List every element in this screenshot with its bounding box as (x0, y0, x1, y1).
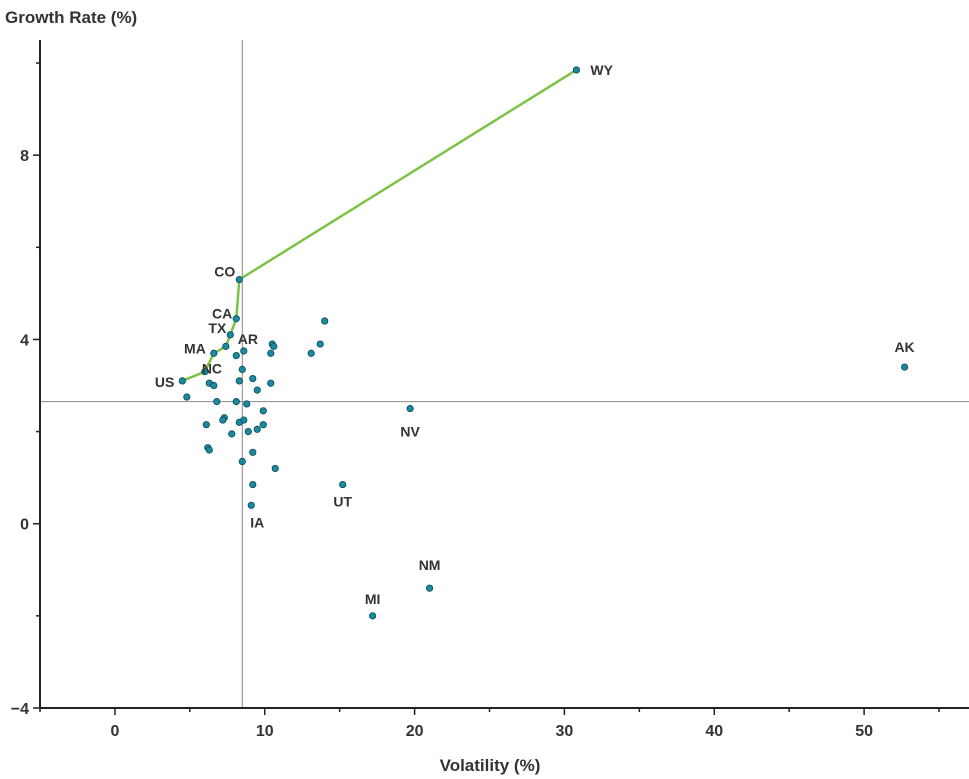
x-tick-label: 50 (855, 723, 873, 740)
label-us: US (155, 374, 174, 390)
data-point (267, 349, 275, 357)
data-point (249, 448, 257, 456)
label-ar: AR (238, 331, 258, 347)
data-point-ar (240, 347, 248, 355)
data-point (244, 427, 252, 436)
y-tick-label: 4 (20, 332, 29, 349)
data-point-ca (232, 315, 240, 323)
label-nc: NC (202, 361, 222, 377)
data-point-co (235, 275, 243, 284)
label-tx: TX (208, 320, 227, 336)
data-point-ak (900, 363, 909, 371)
data-point (253, 425, 261, 433)
data-point (270, 342, 278, 350)
axes (39, 40, 969, 709)
data-point (210, 381, 218, 390)
data-point (259, 407, 267, 415)
label-wy: WY (590, 62, 613, 78)
data-point (202, 421, 210, 429)
data-point (235, 418, 243, 426)
data-point (232, 351, 240, 360)
data-point (238, 365, 246, 373)
x-tick-label: 30 (556, 723, 574, 740)
x-tick-label: 0 (110, 723, 119, 740)
data-point (249, 375, 257, 383)
data-point-mi (369, 612, 377, 620)
data-point-ut (339, 480, 347, 489)
data-point (253, 386, 261, 394)
x-tick-label: 20 (406, 723, 424, 740)
data-point (235, 377, 243, 385)
label-co: CO (214, 264, 235, 280)
data-point-us (178, 377, 186, 385)
data-point (271, 464, 279, 473)
data-point (259, 421, 267, 429)
ticks: 0 10 20 30 40 50 −4 0 4 8 (11, 62, 940, 740)
label-mi: MI (365, 591, 381, 607)
label-ma: MA (184, 340, 206, 356)
data-point (228, 430, 236, 438)
data-point (238, 457, 246, 466)
data-points (178, 66, 909, 620)
data-point (249, 480, 257, 489)
x-tick-label: 40 (705, 723, 723, 740)
label-ut: UT (333, 494, 352, 510)
data-point (321, 317, 329, 325)
data-point-nc (201, 368, 209, 376)
label-ca: CA (212, 306, 232, 322)
data-point-ia (247, 501, 255, 509)
data-point (307, 349, 315, 357)
data-point (267, 379, 275, 387)
label-ia: IA (250, 514, 264, 530)
data-point (219, 416, 227, 424)
data-point-ma (210, 349, 218, 357)
data-point (205, 446, 213, 454)
data-point-nv (406, 404, 414, 413)
data-point (222, 342, 230, 350)
y-tick-label: 0 (20, 517, 29, 534)
y-axis-title: Growth Rate (%) (5, 8, 137, 27)
label-ak: AK (894, 339, 914, 355)
x-tick-label: 10 (256, 723, 274, 740)
x-axis-title: Volatility (%) (440, 756, 541, 775)
data-point (316, 340, 324, 348)
data-point (183, 393, 191, 401)
data-point (232, 398, 240, 406)
y-tick-label: 8 (20, 148, 29, 165)
data-point-wy (572, 66, 581, 74)
reference-lines (40, 40, 969, 708)
data-point (243, 400, 251, 408)
data-point (213, 398, 221, 406)
data-point-nm (425, 584, 434, 592)
y-tick-label: −4 (11, 701, 29, 718)
label-nm: NM (419, 557, 441, 573)
label-nv: NV (400, 424, 420, 440)
data-point-tx (226, 331, 234, 339)
